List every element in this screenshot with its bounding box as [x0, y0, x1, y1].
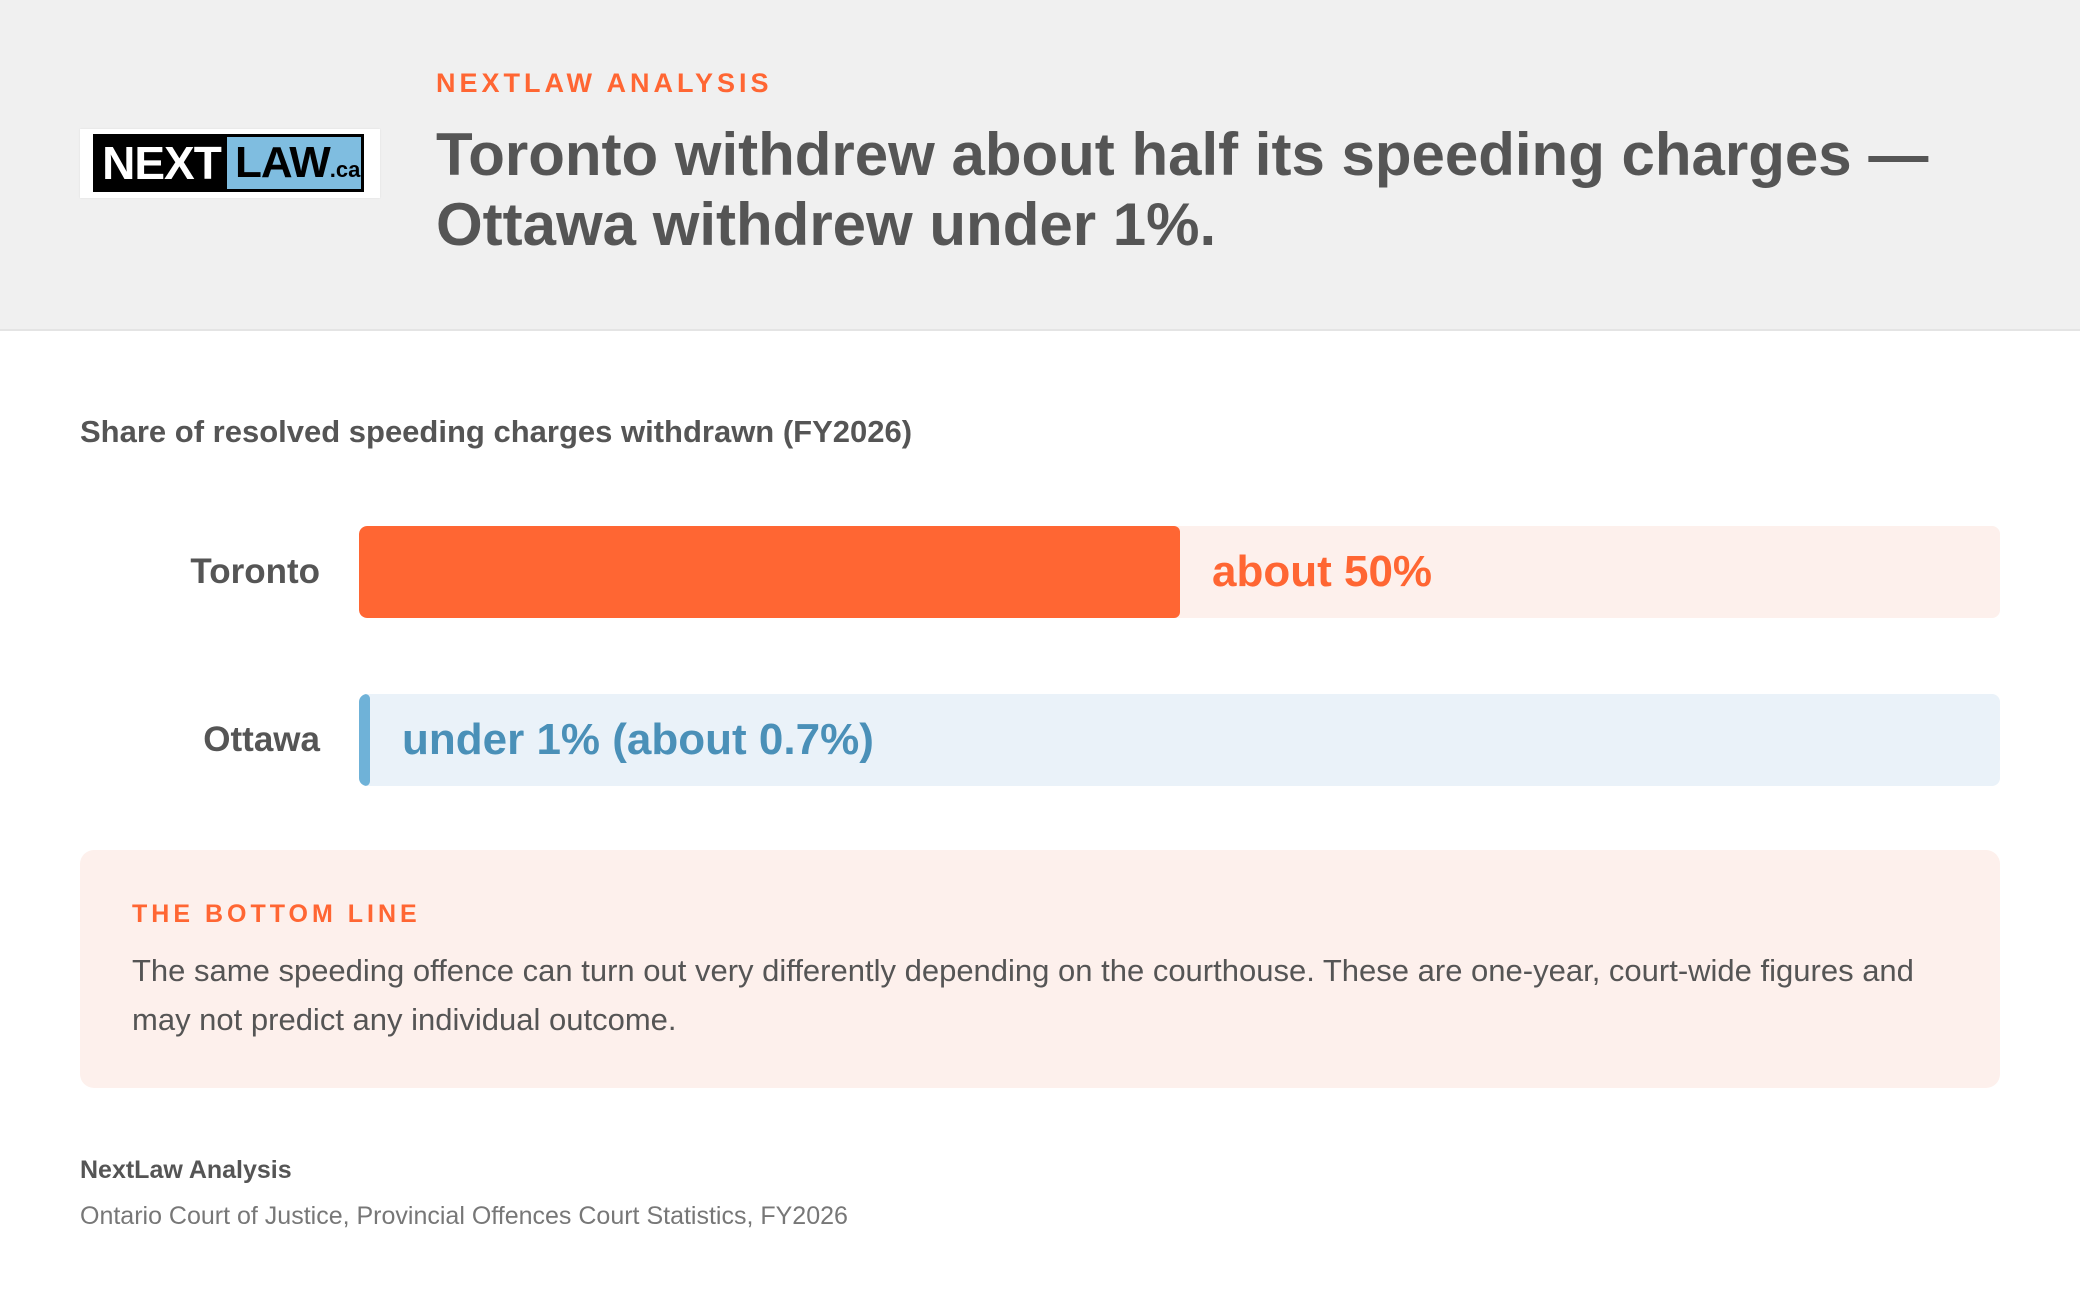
header: NEXT LAW.ca NEXTLAW ANALYSIS Toronto wit…	[0, 0, 2080, 331]
bottom-line-callout: THE BOTTOM LINE The same speeding offenc…	[80, 850, 2000, 1088]
chart-title: Share of resolved speeding charges withd…	[80, 414, 913, 449]
category-label-ottawa: Ottawa	[203, 720, 320, 759]
logo-next-block: NEXT	[93, 134, 230, 192]
value-label-toronto: about 50%	[1212, 547, 1433, 596]
headline: Toronto withdrew about half its speeding…	[436, 121, 1929, 258]
callout-text: The same speeding offence can turn out v…	[132, 953, 1914, 1037]
logo-law-text: LAW	[235, 138, 331, 187]
bar-toronto	[359, 526, 1180, 618]
source-text: Ontario Court of Justice, Provincial Off…	[80, 1202, 848, 1230]
value-label-ottawa: under 1% (about 0.7%)	[402, 715, 874, 764]
bar-track-ottawa	[359, 694, 2000, 786]
kicker: NEXTLAW ANALYSIS	[436, 68, 773, 98]
logo-suffix: .ca	[329, 157, 361, 182]
logo-law-block: LAW.ca	[224, 134, 364, 192]
bar-ottawa	[359, 694, 370, 786]
bar-track-toronto	[359, 526, 2000, 618]
callout-title: THE BOTTOM LINE	[132, 900, 421, 928]
category-label-toronto: Toronto	[190, 552, 320, 591]
nextlaw-logo: NEXT LAW.ca	[80, 129, 380, 198]
source-title: NextLaw Analysis	[80, 1156, 292, 1184]
